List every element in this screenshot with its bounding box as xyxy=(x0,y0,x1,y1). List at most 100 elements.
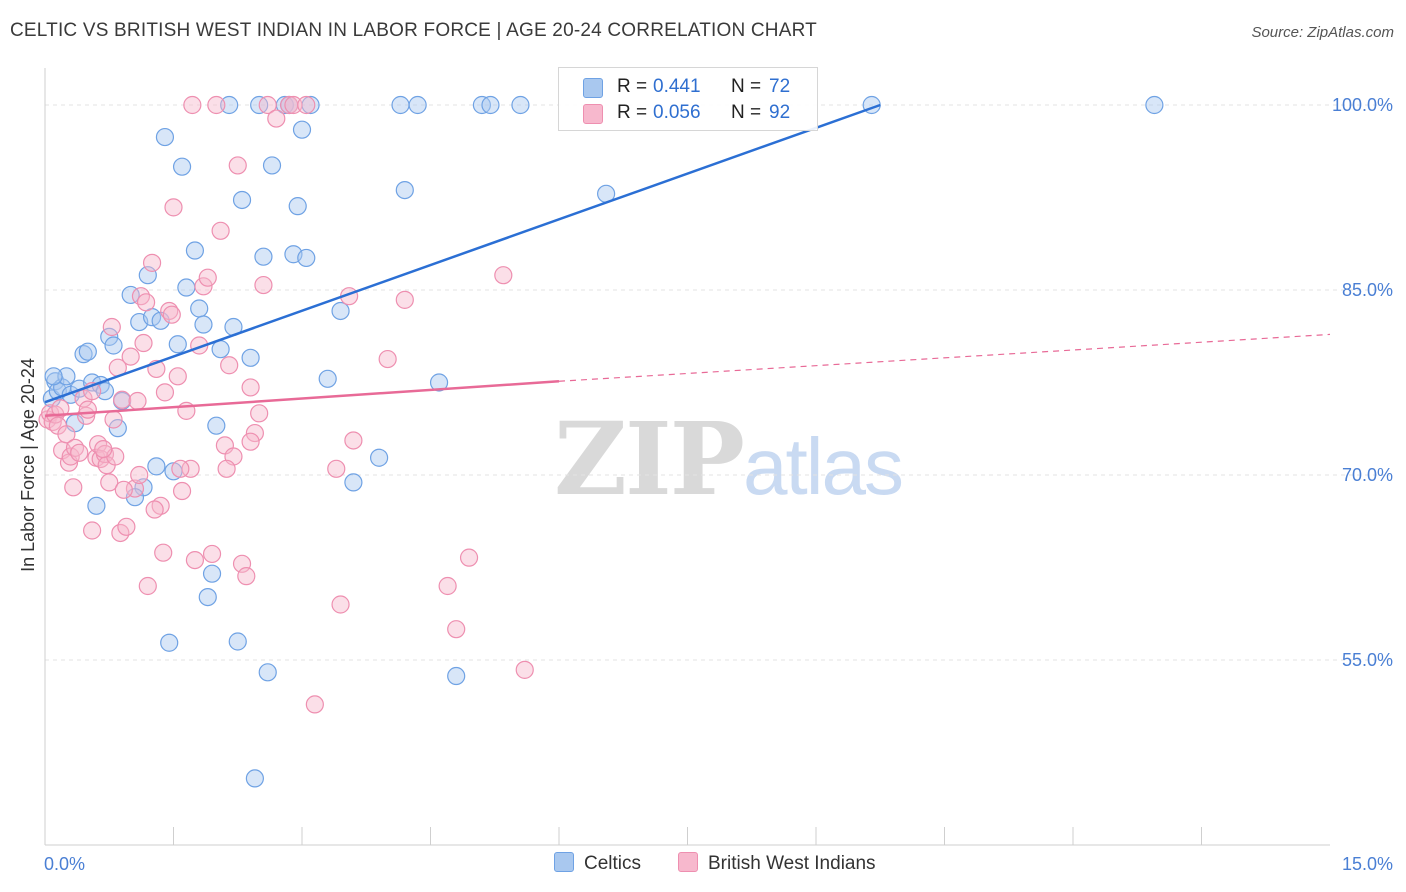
bwi-point xyxy=(100,473,119,492)
bwi-point xyxy=(164,198,183,217)
bwi-point xyxy=(89,435,108,454)
bwi-point xyxy=(254,275,273,295)
bwi-point xyxy=(117,517,136,536)
bwi-point xyxy=(104,410,123,429)
bwi-point xyxy=(198,268,217,287)
bwi-point xyxy=(258,95,277,115)
celtics-point xyxy=(232,190,252,210)
bwi-point xyxy=(94,440,113,459)
y-tick-label: 55.0% xyxy=(1342,650,1393,670)
watermark: ZIPatlas xyxy=(554,400,904,518)
bwi-point xyxy=(154,543,173,562)
celtics-point xyxy=(254,247,273,266)
y-axis-label: In Labor Force | Age 20-24 xyxy=(18,358,38,572)
bwi-point xyxy=(171,459,190,478)
bwi-point xyxy=(185,550,205,570)
series-legend-label: Celtics xyxy=(584,853,642,874)
bwi-point xyxy=(70,443,89,462)
legend-r-label: R = xyxy=(617,102,648,123)
celtics-point xyxy=(258,663,277,682)
chart-title: CELTIC VS BRITISH WEST INDIAN IN LABOR F… xyxy=(10,20,817,41)
bwi-point xyxy=(172,481,192,501)
legend-r-label: R = xyxy=(617,76,648,97)
bwi-point xyxy=(344,431,363,450)
bwi-point xyxy=(331,595,350,614)
celtics-point xyxy=(344,473,363,492)
celtics-point xyxy=(391,95,410,115)
celtics-point xyxy=(172,157,192,176)
bwi-point xyxy=(459,548,479,567)
source-label: Source: ZipAtlas.com xyxy=(1251,24,1394,41)
bwi-point xyxy=(181,459,200,478)
celtics-point xyxy=(147,457,166,476)
celtics-point xyxy=(228,632,247,651)
celtics-point xyxy=(190,299,209,318)
celtics-point xyxy=(211,340,230,359)
celtics-point xyxy=(429,373,449,392)
bwi-point xyxy=(438,576,457,596)
celtics-point xyxy=(481,95,500,115)
y-tick-label: 85.0% xyxy=(1342,280,1393,300)
bwi-point xyxy=(142,253,162,272)
bwi-trend-line-extension xyxy=(558,333,1331,382)
celtics-point xyxy=(370,448,389,467)
celtics-point xyxy=(202,564,222,583)
bwi-point xyxy=(112,390,132,409)
celtics-point xyxy=(241,348,260,367)
celtics-point xyxy=(511,95,530,115)
bwi-point xyxy=(136,293,156,312)
legend-swatch-bwi xyxy=(583,104,603,124)
legend-swatch-celtics xyxy=(554,852,574,872)
bwi-point xyxy=(121,347,140,366)
celtics-point xyxy=(78,342,97,361)
celtics-point xyxy=(331,301,350,321)
legend-n-label: N = xyxy=(731,102,762,123)
celtics-point xyxy=(198,587,217,607)
celtics-point xyxy=(1145,95,1164,115)
celtics-point xyxy=(57,367,76,386)
celtics-point xyxy=(395,181,414,200)
celtics-point xyxy=(160,633,179,652)
bwi-point xyxy=(220,356,239,375)
bwi-point xyxy=(183,95,202,115)
watermark-zip: ZIP xyxy=(554,400,745,518)
y-tick-label: 100.0% xyxy=(1332,95,1393,115)
series-legend-label: British West Indians xyxy=(708,853,876,874)
bwi-point xyxy=(250,404,269,423)
bwi-point xyxy=(228,156,247,175)
bwi-point xyxy=(145,500,164,519)
celtics-point xyxy=(245,769,264,788)
bwi-point xyxy=(494,266,513,285)
bwi-point xyxy=(162,305,181,324)
celtics-point xyxy=(318,369,337,388)
celtics-point xyxy=(185,241,205,260)
celtics-point xyxy=(262,156,282,175)
bwi-point xyxy=(102,317,121,337)
bwi-point xyxy=(114,480,133,499)
bwi-point xyxy=(297,95,316,115)
celtics-point xyxy=(207,416,226,435)
bwi-point xyxy=(447,620,466,639)
celtics-point xyxy=(288,197,307,216)
bwi-point xyxy=(155,383,175,402)
bwi-point xyxy=(211,221,230,240)
bwi-point xyxy=(267,109,286,128)
celtics-point xyxy=(87,496,106,515)
stats-legend: R = 0.441 N = 72 R = 0.056 N = 92 xyxy=(558,67,818,131)
bwi-point xyxy=(130,465,149,485)
bwi-point xyxy=(515,660,534,679)
celtics-point xyxy=(292,120,312,139)
celtics-point xyxy=(168,335,187,354)
legend-n-value: 92 xyxy=(769,102,791,123)
x-tick-label: 0.0% xyxy=(44,854,85,874)
bwi-point xyxy=(64,478,83,497)
celtics-point xyxy=(104,336,123,355)
legend-n-value: 72 xyxy=(769,76,791,97)
bwi-point xyxy=(78,400,97,419)
bwi-point xyxy=(245,423,264,443)
bwi-point xyxy=(57,425,76,444)
celtics-point xyxy=(220,95,239,115)
x-tick-label: 15.0% xyxy=(1342,854,1393,874)
bwi-point xyxy=(284,95,303,115)
